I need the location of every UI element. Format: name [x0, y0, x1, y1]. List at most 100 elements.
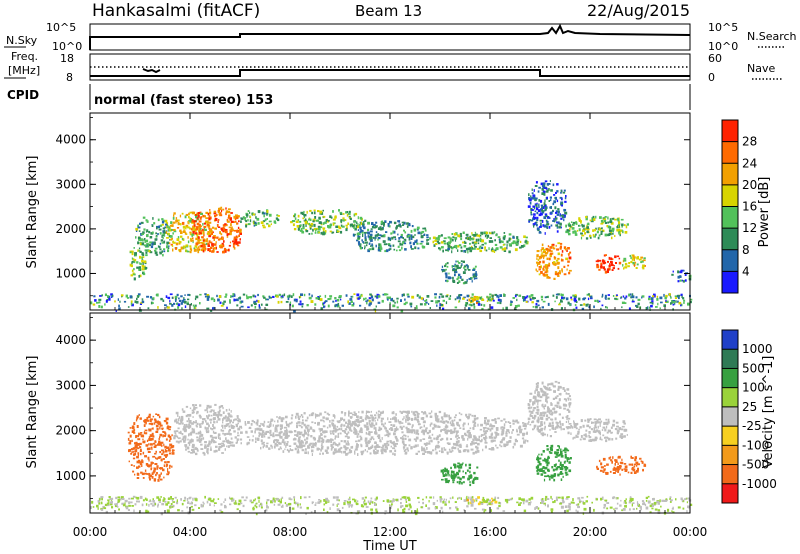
data-cell — [427, 239, 430, 241]
data-cell — [540, 271, 543, 274]
data-cell — [602, 434, 605, 437]
data-cell — [334, 304, 336, 308]
data-cell — [198, 223, 201, 227]
data-cell — [538, 205, 540, 208]
data-cell — [559, 213, 561, 215]
data-cell — [211, 428, 214, 431]
data-cell — [384, 422, 386, 425]
data-cell — [466, 469, 469, 472]
data-cell — [276, 429, 278, 433]
data-cell — [375, 411, 378, 414]
data-cell — [555, 219, 557, 222]
freq-label-line2: [MHz] — [8, 64, 40, 77]
data-cell — [184, 215, 187, 219]
data-cell — [313, 223, 316, 227]
data-cell — [133, 465, 135, 467]
data-cell — [182, 428, 186, 431]
data-cell — [458, 262, 461, 264]
data-cell — [200, 443, 203, 446]
data-cell — [602, 426, 606, 429]
data-cell — [495, 432, 498, 436]
data-cell — [236, 230, 239, 233]
data-cell — [472, 478, 475, 481]
data-cell — [195, 452, 198, 456]
data-cell — [386, 430, 389, 434]
data-cell — [153, 467, 155, 470]
data-cell — [548, 478, 551, 481]
data-cell — [533, 416, 536, 419]
data-cell — [401, 246, 403, 250]
data-cell — [217, 413, 221, 416]
data-cell — [624, 266, 628, 269]
data-cell — [388, 421, 392, 423]
data-cell — [553, 218, 555, 221]
data-cell — [141, 256, 145, 259]
data-cell — [536, 465, 540, 469]
data-cell — [319, 412, 322, 416]
data-cell — [247, 441, 250, 445]
data-cell — [678, 296, 680, 300]
data-cell — [184, 429, 187, 433]
data-cell — [505, 306, 508, 310]
data-cell — [441, 269, 444, 273]
data-cell — [328, 424, 331, 427]
data-cell — [167, 249, 170, 253]
data-cell — [458, 467, 461, 469]
data-cell — [265, 303, 268, 306]
data-cell — [274, 442, 277, 446]
data-cell — [572, 426, 574, 429]
data-cell — [443, 242, 447, 245]
data-cell — [264, 218, 267, 222]
data-cell — [509, 436, 512, 439]
data-cell — [611, 258, 614, 260]
data-cell — [369, 302, 372, 305]
data-cell — [496, 446, 499, 449]
data-cell — [548, 217, 551, 219]
data-cell — [315, 416, 317, 419]
data-cell — [231, 425, 234, 428]
data-cell — [254, 221, 257, 225]
data-cell — [204, 293, 207, 296]
data-cell — [148, 413, 151, 416]
data-cell — [213, 417, 216, 420]
data-cell — [253, 421, 255, 424]
data-cell — [297, 227, 300, 230]
data-cell — [445, 263, 447, 266]
data-cell — [435, 451, 438, 455]
data-cell — [311, 453, 313, 456]
data-cell — [472, 303, 475, 306]
data-cell — [171, 245, 174, 247]
data-cell — [156, 227, 158, 230]
data-cell — [279, 434, 281, 437]
data-cell — [376, 435, 379, 438]
data-cell — [642, 259, 646, 262]
data-cell — [202, 245, 205, 248]
data-cell — [140, 432, 143, 434]
data-cell — [170, 243, 173, 246]
data-cell — [556, 199, 559, 203]
data-cell — [226, 210, 228, 213]
data-cell — [528, 198, 532, 202]
data-cell — [459, 294, 463, 297]
data-cell — [321, 438, 325, 442]
data-cell — [286, 448, 289, 451]
data-cell — [206, 422, 209, 426]
data-cell — [537, 418, 540, 421]
data-cell — [656, 298, 659, 301]
data-cell — [283, 426, 287, 429]
data-cell — [141, 434, 144, 437]
data-cell — [254, 305, 257, 309]
data-cell — [610, 260, 613, 263]
data-cell — [486, 419, 490, 423]
data-cell — [468, 432, 471, 435]
data-cell — [240, 442, 242, 445]
data-cell — [363, 241, 365, 244]
data-cell — [131, 269, 134, 272]
data-cell — [416, 226, 420, 230]
data-cell — [371, 225, 375, 229]
data-cell — [551, 424, 554, 427]
data-cell — [165, 454, 168, 457]
data-cell — [596, 420, 599, 422]
data-cell — [206, 444, 210, 448]
data-cell — [311, 449, 314, 453]
